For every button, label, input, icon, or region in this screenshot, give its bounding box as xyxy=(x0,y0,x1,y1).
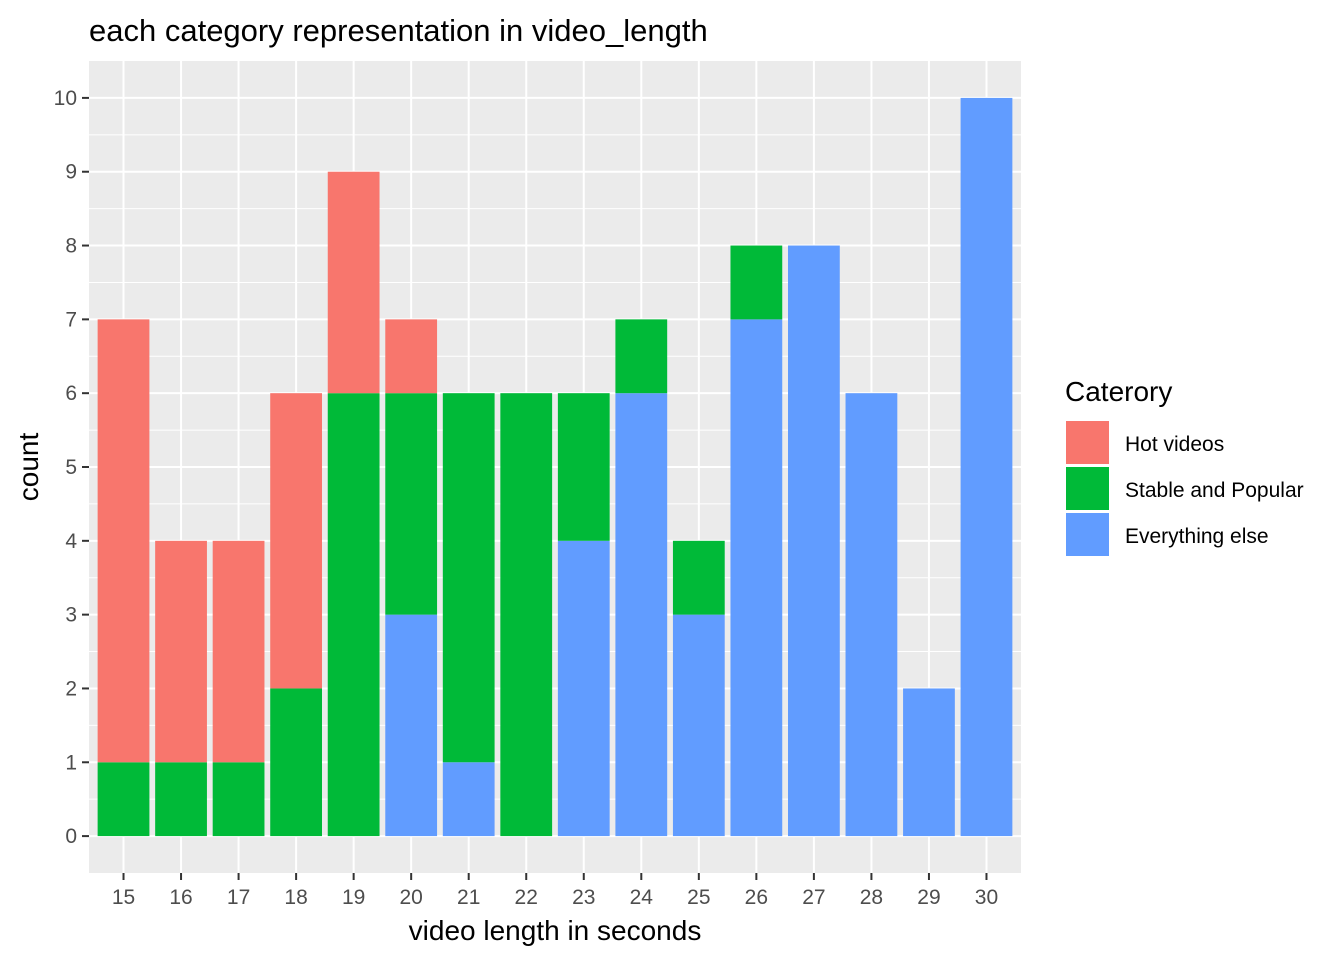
y-tick-label: 10 xyxy=(54,87,77,110)
legend-swatch-hot-videos xyxy=(1066,421,1109,464)
bar-segment-everything-else-20 xyxy=(385,614,438,837)
x-tick-label: 17 xyxy=(227,886,250,909)
bar-segment-stable-and-popular-25 xyxy=(672,540,725,615)
bar-segment-hot-videos-17 xyxy=(212,540,265,763)
x-tick-label: 25 xyxy=(687,886,710,909)
y-tick-label: 1 xyxy=(65,751,77,774)
bar-segment-everything-else-23 xyxy=(557,540,610,837)
bar-segment-stable-and-popular-26 xyxy=(730,245,783,320)
x-tick-label: 29 xyxy=(917,886,940,909)
x-tick-label: 16 xyxy=(169,886,192,909)
y-tick-label: 3 xyxy=(65,604,77,627)
legend-label: Stable and Popular xyxy=(1125,479,1304,502)
bar-segment-hot-videos-16 xyxy=(155,540,207,763)
x-axis: 15 16 17 18 19 20 21 22 23 24 25 26 27 28 29 30 xyxy=(112,873,998,909)
bar-segment-stable-and-popular-19 xyxy=(327,393,380,837)
bar-segment-everything-else-26 xyxy=(730,319,783,837)
bar-segment-everything-else-24 xyxy=(615,393,668,837)
bar-segment-hot-videos-18 xyxy=(270,393,322,689)
legend: Caterory Hot videos Stable and Popular Eve… xyxy=(1065,376,1304,556)
bar-segment-everything-else-29 xyxy=(903,688,955,837)
x-tick-label: 22 xyxy=(515,886,538,909)
x-tick-label: 26 xyxy=(745,886,768,909)
bar-segment-stable-and-popular-22 xyxy=(500,393,553,837)
y-tick-label: 9 xyxy=(65,161,77,184)
x-axis-title: video length in seconds xyxy=(409,915,702,946)
bar-segment-stable-and-popular-24 xyxy=(615,319,668,394)
y-tick-label: 2 xyxy=(65,677,77,700)
bar-segment-stable-and-popular-17 xyxy=(212,762,265,837)
bar-segment-stable-and-popular-15 xyxy=(97,762,150,837)
bar-segment-stable-and-popular-20 xyxy=(385,393,438,615)
x-tick-label: 20 xyxy=(399,886,422,909)
bar-segment-stable-and-popular-23 xyxy=(557,393,610,541)
bar-segment-everything-else-27 xyxy=(788,245,840,837)
legend-swatch-everything-else xyxy=(1066,513,1109,556)
bar-segment-hot-videos-19 xyxy=(327,171,380,394)
x-tick-label: 28 xyxy=(860,886,883,909)
x-tick-label: 27 xyxy=(802,886,825,909)
bar-segment-everything-else-30 xyxy=(960,97,1013,837)
bar-segment-stable-and-popular-21 xyxy=(442,393,495,763)
x-tick-label: 18 xyxy=(284,886,307,909)
y-tick-label: 4 xyxy=(65,530,77,553)
bar-segment-everything-else-21 xyxy=(442,762,495,837)
bar-segment-stable-and-popular-16 xyxy=(155,762,207,837)
bar-segment-hot-videos-15 xyxy=(97,319,150,763)
x-tick-label: 30 xyxy=(975,886,998,909)
x-tick-label: 15 xyxy=(112,886,135,909)
x-tick-label: 24 xyxy=(630,886,654,909)
x-tick-label: 23 xyxy=(572,886,595,909)
legend-swatch-stable-and-popular xyxy=(1066,467,1109,510)
y-tick-label: 5 xyxy=(65,456,77,479)
legend-title: Caterory xyxy=(1065,376,1172,407)
chart-title: each category representation in video_le… xyxy=(89,13,708,48)
legend-label: Everything else xyxy=(1125,525,1269,548)
bar-segment-stable-and-popular-18 xyxy=(270,688,322,837)
y-axis: 0 1 2 3 4 5 6 7 8 9 10 xyxy=(54,87,89,848)
y-axis-title: count xyxy=(13,433,44,502)
y-tick-label: 6 xyxy=(65,382,77,405)
bar-segment-everything-else-28 xyxy=(845,393,898,837)
bar-segment-everything-else-25 xyxy=(672,614,725,837)
bar-segment-hot-videos-20 xyxy=(385,319,438,394)
y-tick-label: 7 xyxy=(65,308,77,331)
bars xyxy=(97,97,1013,837)
x-tick-label: 21 xyxy=(457,886,480,909)
y-tick-label: 8 xyxy=(65,235,77,258)
legend-label: Hot videos xyxy=(1125,433,1224,456)
x-tick-label: 19 xyxy=(342,886,365,909)
y-tick-label: 0 xyxy=(65,825,77,848)
